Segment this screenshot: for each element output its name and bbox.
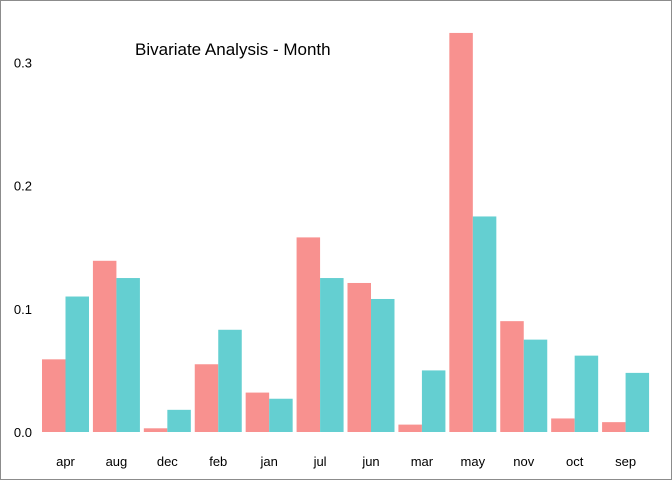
bar-dec-series-1: [143, 428, 168, 432]
bar-mar-series-1: [398, 424, 422, 432]
bar-may-series-2: [472, 216, 497, 432]
x-tick-label-oct: oct: [566, 454, 584, 469]
bar-aug-series-1: [92, 260, 117, 432]
bars-group: [42, 32, 650, 432]
bar-oct-series-2: [574, 355, 599, 432]
x-tick-label-may: may: [461, 454, 486, 469]
x-tick-label-mar: mar: [411, 454, 434, 469]
x-tick-label-aug: aug: [106, 454, 128, 469]
bar-nov-series-1: [500, 321, 524, 432]
bar-feb-series-2: [218, 329, 242, 432]
bar-jul-series-2: [320, 278, 344, 432]
x-tick-label-feb: feb: [209, 454, 227, 469]
bar-jan-series-1: [245, 392, 270, 432]
y-axis-ticks: 0.0 0.1 0.2 0.3: [14, 56, 32, 441]
bar-oct-series-1: [551, 418, 575, 432]
y-tick-label: 0.3: [14, 56, 32, 71]
bar-apr-series-1: [42, 359, 66, 432]
bar-feb-series-1: [194, 364, 219, 432]
bar-mar-series-2: [421, 370, 446, 432]
bar-aug-series-2: [116, 278, 140, 432]
bar-jun-series-2: [371, 298, 395, 432]
x-tick-label-jun: jun: [361, 454, 379, 469]
bar-sep-series-1: [602, 422, 626, 432]
y-tick-label: 0.0: [14, 425, 32, 440]
x-tick-label-jan: jan: [259, 454, 277, 469]
bar-jul-series-1: [296, 237, 321, 432]
bar-jan-series-2: [269, 398, 293, 432]
bar-may-series-1: [449, 32, 473, 432]
x-tick-label-nov: nov: [513, 454, 534, 469]
bar-apr-series-2: [65, 296, 89, 432]
x-tick-label-sep: sep: [615, 454, 636, 469]
chart-title: Bivariate Analysis - Month: [135, 40, 331, 59]
bar-nov-series-2: [523, 339, 548, 432]
x-tick-label-jul: jul: [313, 454, 327, 469]
x-tick-label-apr: apr: [56, 454, 75, 469]
bar-dec-series-2: [167, 409, 191, 432]
bar-sep-series-2: [625, 372, 650, 432]
y-tick-label: 0.1: [14, 302, 32, 317]
x-tick-label-dec: dec: [157, 454, 178, 469]
y-tick-label: 0.2: [14, 179, 32, 194]
x-axis-ticks: apr aug dec feb jan jul jun mar may nov oct sep: [56, 454, 636, 469]
bar-jun-series-1: [347, 282, 371, 432]
